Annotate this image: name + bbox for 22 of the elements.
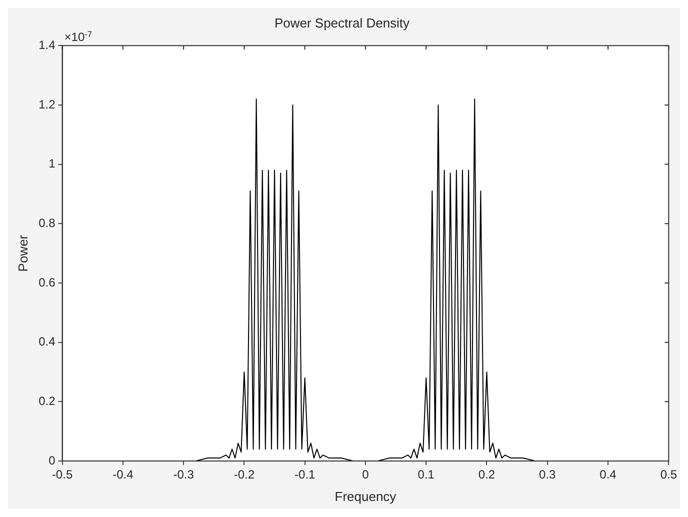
x-tick-label: -0.4	[112, 468, 134, 482]
x-tick-label: 0.3	[539, 468, 556, 482]
y-tick-label: 1.4	[38, 38, 56, 52]
y-tick-label: 0	[48, 453, 56, 468]
y-tick-label: 1.2	[38, 97, 56, 112]
y-tick-label: 0.2	[38, 394, 56, 408]
x-tick-label: 0	[362, 468, 370, 482]
x-tick-label: 0.5	[660, 468, 678, 482]
chart-title: Power Spectral Density	[274, 15, 410, 30]
y-tick-label: 1	[48, 156, 56, 171]
x-tick-label: -0.3	[173, 468, 194, 482]
x-tick-label: 0.2	[478, 468, 496, 482]
x-tick-label: 0.1	[418, 468, 435, 482]
x-tick-label: -0.1	[294, 468, 316, 482]
y-tick-label: 0.8	[38, 216, 56, 230]
x-axis-title: Frequency	[334, 488, 397, 504]
y-tick-label: 0.6	[38, 275, 56, 290]
y-tick-label: 0.4	[38, 334, 56, 349]
y-axis-title: Power	[15, 234, 30, 272]
x-tick-label: -0.5	[52, 468, 73, 482]
x-tick-label: -0.2	[234, 468, 255, 482]
x-tick-label: 0.4	[600, 468, 617, 482]
